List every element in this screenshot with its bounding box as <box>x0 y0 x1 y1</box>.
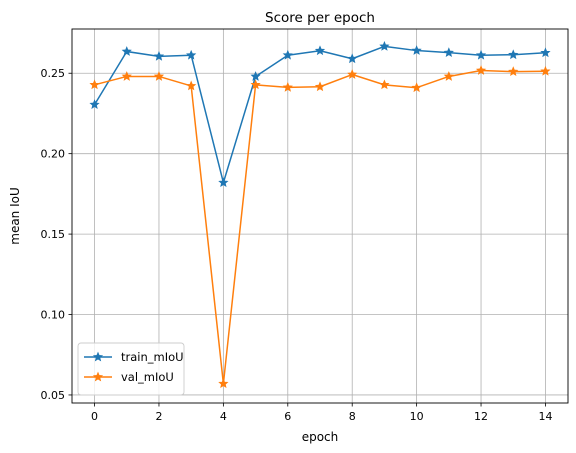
series-train-miou <box>89 40 551 187</box>
data-point-val-miou <box>540 65 551 76</box>
data-point-train-miou <box>314 45 326 56</box>
data-point-train-miou <box>89 99 100 109</box>
data-point-val-miou <box>379 79 390 90</box>
x-tick-label: 4 <box>220 410 227 423</box>
data-point-train-miou <box>282 49 293 60</box>
data-point-train-miou <box>186 49 197 60</box>
data-point-train-miou <box>347 53 358 64</box>
y-tick-label: 0.25 <box>41 67 66 80</box>
series-layer <box>89 40 551 389</box>
data-point-val-miou <box>218 378 229 389</box>
data-point-train-miou <box>540 47 551 58</box>
data-point-train-miou <box>218 177 229 187</box>
data-point-val-miou <box>89 79 100 90</box>
y-tick-label: 0.05 <box>41 389 66 402</box>
x-tick-label: 8 <box>349 410 356 423</box>
data-point-val-miou <box>186 80 197 91</box>
data-point-train-miou <box>121 46 132 56</box>
data-point-train-miou <box>443 47 454 58</box>
data-point-train-miou <box>153 50 165 61</box>
legend-box <box>77 342 185 396</box>
data-point-val-miou <box>475 65 487 75</box>
data-point-val-miou <box>443 71 454 81</box>
legend-marker-star-icon <box>92 371 104 382</box>
data-point-val-miou <box>411 82 422 93</box>
x-tick-label: 12 <box>474 410 488 423</box>
data-point-val-miou <box>153 71 165 81</box>
data-point-train-miou <box>411 45 422 55</box>
data-point-train-miou <box>475 49 487 60</box>
legend-entries: train_mIoU val_mIoU <box>84 350 184 384</box>
data-point-val-miou <box>282 82 293 92</box>
data-point-val-miou <box>314 81 326 92</box>
y-axis-label: mean IoU <box>8 187 22 245</box>
legend-entry-train-miou: train_mIoU <box>84 350 184 364</box>
x-tick-label: 14 <box>538 410 552 423</box>
legend: train_mIoU val_mIoU <box>77 342 185 396</box>
series-val-miou <box>89 65 551 389</box>
y-tick-label: 0.15 <box>41 228 66 241</box>
chart-title: Score per epoch <box>265 10 375 26</box>
legend-label: val_mIoU <box>121 370 174 384</box>
x-tick-label: 10 <box>410 410 424 423</box>
x-axis-label: epoch <box>302 430 339 444</box>
data-point-val-miou <box>347 69 358 79</box>
data-point-train-miou <box>250 71 261 81</box>
plot-frame <box>71 28 569 404</box>
data-point-train-miou <box>508 49 519 60</box>
x-tick-label: 0 <box>91 410 98 423</box>
axis-ticks: 0 2 4 6 8 10 12 14 0.05 0.10 0.15 0.20 0.25 <box>41 67 553 423</box>
legend-marker-star-icon <box>92 351 104 362</box>
legend-entry-val-miou: val_mIoU <box>84 370 174 384</box>
x-tick-label: 2 <box>155 410 162 423</box>
x-tick-label: 6 <box>284 410 291 423</box>
data-point-train-miou <box>379 40 390 51</box>
data-point-val-miou <box>508 66 519 76</box>
legend-label: train_mIoU <box>121 350 184 364</box>
data-point-val-miou <box>121 71 132 81</box>
y-tick-label: 0.20 <box>41 148 66 161</box>
data-point-val-miou <box>250 79 261 90</box>
y-tick-label: 0.10 <box>41 309 66 322</box>
